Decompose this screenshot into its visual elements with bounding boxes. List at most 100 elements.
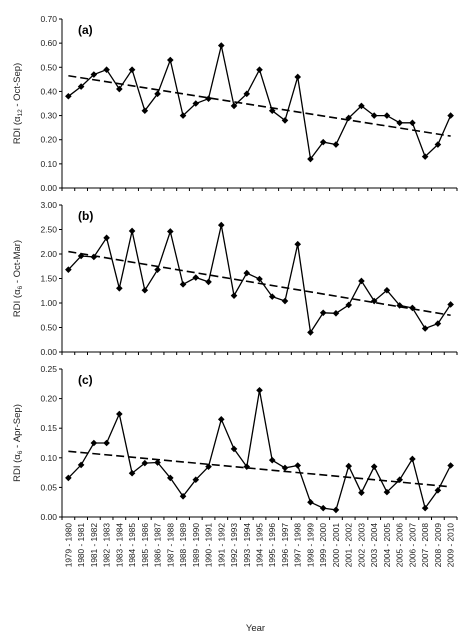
x-tick-label: 2001 - 2002 <box>344 523 354 568</box>
x-tick-label: 2008 - 2009 <box>433 523 443 568</box>
data-point <box>141 286 149 294</box>
y-axis-label: RDI (α6 - Oct-Mar) <box>12 240 24 317</box>
y-tick-label: 0.50 <box>40 323 57 333</box>
data-point <box>141 107 149 115</box>
y-tick-label: 0.20 <box>40 394 57 404</box>
x-tick-label: 2006 - 2007 <box>407 523 417 568</box>
data-point <box>103 66 110 73</box>
data-point <box>192 274 200 281</box>
data-point <box>409 304 416 312</box>
x-tick-label: 1982 - 1983 <box>102 523 112 568</box>
trend-line <box>68 450 451 488</box>
y-tick-label: 0.15 <box>40 423 57 433</box>
y-tick-label: 0.00 <box>40 512 57 522</box>
data-point <box>345 462 352 470</box>
y-tick-label: 0.25 <box>40 364 57 374</box>
data-point <box>77 252 85 260</box>
data-point <box>370 463 378 470</box>
data-point <box>307 329 314 336</box>
data-point <box>128 227 136 235</box>
data-point <box>409 455 416 463</box>
data-point <box>383 488 391 496</box>
x-tick-label: 1986 - 1987 <box>153 523 163 568</box>
data-point <box>217 221 225 229</box>
x-tick-label: 1980 - 1981 <box>76 523 86 568</box>
data-point <box>243 90 251 98</box>
data-point <box>205 463 212 470</box>
data-point <box>294 240 302 248</box>
x-tick-label: 1998 - 1999 <box>305 523 315 568</box>
x-tick-label: 1995 - 1996 <box>267 523 277 568</box>
data-point <box>256 66 263 73</box>
data-point <box>447 462 454 469</box>
panel-label: (c) <box>78 373 93 387</box>
trend-line <box>68 250 451 317</box>
data-point <box>103 234 110 242</box>
data-point <box>128 66 136 73</box>
x-axis-label: Year <box>246 623 265 634</box>
data-point <box>332 506 340 514</box>
data-point <box>230 292 238 299</box>
data-point <box>307 498 314 506</box>
data-point <box>383 286 391 294</box>
y-tick-label: 3.00 <box>40 200 57 210</box>
data-point <box>65 266 72 273</box>
y-tick-label: 0.60 <box>40 38 57 48</box>
data-point <box>358 102 365 110</box>
x-tick-label: 1985 - 1986 <box>140 523 150 568</box>
data-point <box>281 464 289 472</box>
data-point <box>90 71 98 78</box>
data-point <box>205 95 212 102</box>
y-tick-label: 2.00 <box>40 249 57 259</box>
data-point <box>319 504 327 512</box>
y-tick-label: 0.00 <box>40 183 57 193</box>
x-tick-label: 2005 - 2006 <box>395 523 405 568</box>
data-point <box>396 119 403 127</box>
data-point <box>421 504 429 512</box>
data-point <box>294 462 302 469</box>
trend-line <box>68 74 451 137</box>
y-tick-label: 0.10 <box>40 453 57 463</box>
series-line <box>67 390 452 511</box>
data-point <box>358 489 365 497</box>
x-tick-label: 2004 - 2005 <box>382 523 392 568</box>
data-point <box>332 309 340 317</box>
panel-label: (a) <box>78 23 93 37</box>
y-tick-label: 0.40 <box>40 86 57 96</box>
data-point <box>434 320 442 327</box>
y-tick-label: 0.30 <box>40 111 57 121</box>
data-point <box>243 463 251 470</box>
data-point <box>281 117 289 124</box>
data-point <box>116 285 123 292</box>
x-tick-label: 2003 - 2004 <box>369 523 379 568</box>
data-point <box>103 439 110 447</box>
data-point <box>370 297 378 305</box>
data-point <box>396 302 403 309</box>
data-point <box>345 114 352 122</box>
y-axis-label: RDI (α6 - Apr-Sep) <box>12 404 24 482</box>
y-axis-label: RDI (α12 - Oct-Sep) <box>12 63 24 144</box>
data-point <box>370 112 378 119</box>
data-point <box>268 456 276 464</box>
chart-panel-1: 0.00 0.10 0.20 0.30 0.40 0.50 0.60 0.70 RDI (α12… <box>12 14 458 193</box>
x-tick-label: 1994 - 1995 <box>255 523 265 568</box>
data-point <box>192 100 200 107</box>
x-tick-label: 2007 - 2008 <box>420 523 430 568</box>
x-tick-label: 1979 - 1980 <box>63 523 73 568</box>
panel-label: (b) <box>78 209 93 223</box>
data-point <box>434 141 442 148</box>
data-point <box>345 301 352 309</box>
data-point <box>128 469 136 477</box>
data-point <box>421 153 429 160</box>
data-point <box>192 476 200 484</box>
data-point <box>230 445 238 453</box>
data-point <box>167 228 174 235</box>
y-tick-label: 0.10 <box>40 159 57 169</box>
data-point <box>217 42 225 49</box>
x-tick-label: 1989 - 1990 <box>191 523 201 568</box>
data-point <box>154 266 161 273</box>
x-tick-label: 1987 - 1988 <box>165 523 175 568</box>
y-tick-label: 0.20 <box>40 135 57 145</box>
data-point <box>116 410 123 418</box>
